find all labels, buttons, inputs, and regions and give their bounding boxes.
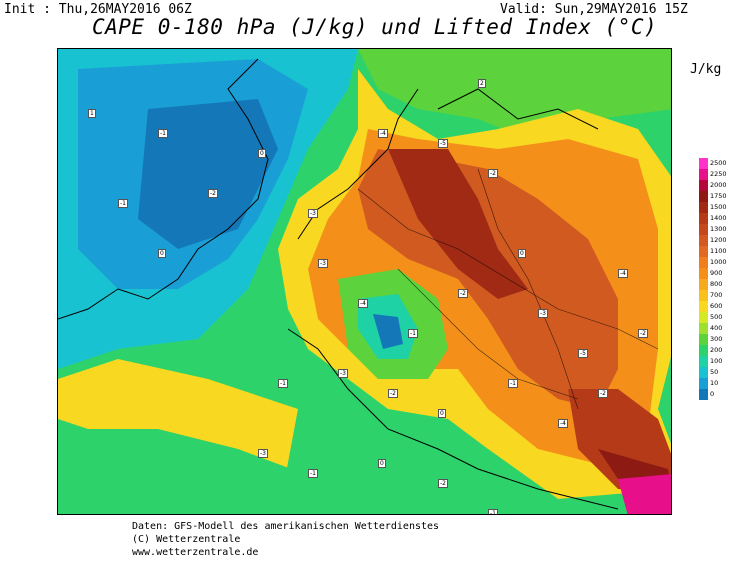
legend-label: 1300 (710, 225, 727, 233)
legend-label: 100 (710, 357, 723, 365)
legend-swatch (699, 367, 708, 378)
lifted-index-label: -5 (438, 139, 448, 148)
lifted-index-label: 0 (158, 249, 166, 258)
lifted-index-label: -1 (408, 329, 418, 338)
legend-label: 600 (710, 302, 723, 310)
lifted-index-label: -1 (278, 379, 288, 388)
valid-time: Valid: Sun,29MAY2016 15Z (500, 2, 688, 17)
max-magenta (618, 474, 671, 514)
legend-swatch (699, 378, 708, 389)
legend-label: 1200 (710, 236, 727, 244)
legend-swatch (699, 334, 708, 345)
lifted-index-label: -3 (258, 449, 268, 458)
legend-label: 200 (710, 346, 723, 354)
lifted-index-label: -2 (208, 189, 218, 198)
legend-swatch (699, 158, 708, 169)
lifted-index-label: -2 (438, 479, 448, 488)
med-green (278, 409, 558, 514)
lifted-index-label: -4 (378, 129, 388, 138)
border-line-3 (477, 168, 579, 410)
legend-swatch (699, 290, 708, 301)
legend-label: 2000 (710, 181, 727, 189)
coastline-baltic (437, 88, 599, 130)
legend-label: 2250 (710, 170, 727, 178)
cape-map: -1 0 -2 -3 -4 -5 -2 -1 0 1 2 -3 -4 -1 -2 0 -3 -5 -4 -2 -1 -3 -… (57, 48, 672, 515)
legend-swatch (699, 279, 708, 290)
legend-swatch (699, 224, 708, 235)
lifted-index-label: 1 (88, 109, 96, 118)
legend-swatch (699, 213, 708, 224)
legend-swatch (699, 268, 708, 279)
legend-label: 300 (710, 335, 723, 343)
credit-data-source: Daten: GFS-Modell des amerikanischen Wet… (132, 521, 440, 532)
legend-label: 0 (710, 390, 715, 398)
legend-label: 700 (710, 291, 723, 299)
core-north (388, 149, 528, 299)
lifted-index-label: -3 (318, 259, 328, 268)
lifted-index-label: -3 (338, 369, 348, 378)
lifted-index-label: -2 (638, 329, 648, 338)
lifted-index-label: -2 (488, 169, 498, 178)
legend-swatch (699, 191, 708, 202)
legend-swatch (699, 169, 708, 180)
legend-label: 800 (710, 280, 723, 288)
legend-swatch (699, 235, 708, 246)
border-line-2 (397, 268, 579, 400)
lifted-index-label: -1 (158, 129, 168, 138)
lifted-index-label: -4 (618, 269, 628, 278)
lifted-index-label: -3 (308, 209, 318, 218)
legend-swatch (699, 312, 708, 323)
credit-copyright: (C) Wetterzentrale (132, 534, 241, 545)
legend-label: 1500 (710, 203, 727, 211)
lifted-index-label: 0 (518, 249, 526, 258)
legend-swatch (699, 180, 708, 191)
lifted-index-label: -1 (118, 199, 128, 208)
lifted-index-label: -4 (558, 419, 568, 428)
legend-swatch (699, 301, 708, 312)
lifted-index-label: -2 (598, 389, 608, 398)
legend-label: 1000 (710, 258, 727, 266)
legend-swatch (699, 345, 708, 356)
coastline-britain (58, 58, 269, 320)
atlantic-dark-blue (138, 99, 278, 249)
legend-swatch (699, 323, 708, 334)
lifted-index-label: -1 (488, 509, 498, 514)
legend-label: 10 (710, 379, 719, 387)
cape-field (58, 49, 671, 514)
border-line-1 (357, 188, 659, 350)
legend-label: 500 (710, 313, 723, 321)
legend-swatch (699, 257, 708, 268)
legend-unit: J/kg (690, 62, 722, 77)
lifted-index-label: -2 (388, 389, 398, 398)
borders (357, 168, 659, 410)
legend-swatch (699, 246, 708, 257)
lifted-index-label: -3 (538, 309, 548, 318)
coastline-north-sea (297, 88, 419, 240)
legend-label: 1750 (710, 192, 727, 200)
legend-label: 1100 (710, 247, 727, 255)
lifted-index-label: 0 (258, 149, 266, 158)
lifted-index-label: -4 (358, 299, 368, 308)
legend-label: 400 (710, 324, 723, 332)
init-time: Init : Thu,26MAY2016 06Z (4, 2, 192, 17)
map-title: CAPE 0-180 hPa (J/kg) und Lifted Index (… (92, 15, 658, 39)
lifted-index-label: 2 (478, 79, 486, 88)
legend-label: 1400 (710, 214, 727, 222)
legend-swatch (699, 389, 708, 400)
legend-swatch (699, 356, 708, 367)
lifted-index-label: 0 (438, 409, 446, 418)
lifted-index-label: -2 (458, 289, 468, 298)
coastlines (58, 58, 619, 510)
legend-label: 2500 (710, 159, 727, 167)
coastline-south (287, 328, 619, 510)
legend-label: 50 (710, 368, 719, 376)
lifted-index-label: 0 (378, 459, 386, 468)
lifted-index-label: -1 (508, 379, 518, 388)
lifted-index-label: -5 (578, 349, 588, 358)
lifted-index-label: -1 (308, 469, 318, 478)
central-blue-pocket (373, 314, 403, 349)
credit-website: www.wetterzentrale.de (132, 547, 259, 558)
legend-label: 900 (710, 269, 723, 277)
legend-swatch (699, 202, 708, 213)
